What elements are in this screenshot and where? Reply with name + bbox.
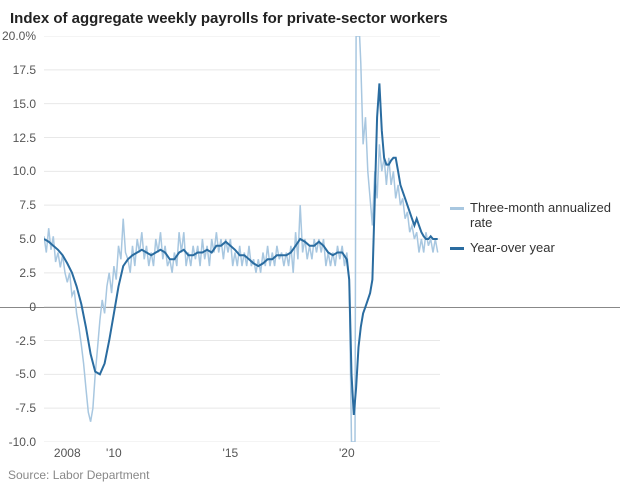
x-axis-label: 2008 [54, 446, 81, 460]
y-axis-label: 5.0 [0, 232, 36, 246]
y-axis-label: 15.0 [0, 97, 36, 111]
y-axis-label: 20.0% [0, 29, 36, 43]
y-axis-label: 10.0 [0, 164, 36, 178]
x-axis-label: '20 [339, 446, 355, 460]
legend-label: Three-month annualized rate [470, 200, 612, 230]
source-text: Source: Labor Department [8, 468, 149, 482]
y-axis-label: 17.5 [0, 63, 36, 77]
y-axis-label: 2.5 [0, 266, 36, 280]
chart-title: Index of aggregate weekly payrolls for p… [0, 0, 620, 33]
legend-swatch [450, 247, 464, 250]
legend-label: Year-over year [470, 240, 555, 255]
y-axis-label: -7.5 [0, 401, 36, 415]
y-axis-label: 7.5 [0, 198, 36, 212]
x-axis-label: '15 [223, 446, 239, 460]
legend-item: Three-month annualized rate [450, 200, 612, 230]
y-axis-label: -5.0 [0, 367, 36, 381]
y-axis-label: 0 [0, 300, 36, 314]
y-axis-label: -2.5 [0, 334, 36, 348]
legend-item: Year-over year [450, 240, 612, 255]
legend-swatch [450, 207, 464, 210]
y-axis-label: 12.5 [0, 131, 36, 145]
x-axis-label: '10 [106, 446, 122, 460]
legend: Three-month annualized rate Year-over ye… [450, 200, 612, 265]
chart-plot [44, 36, 440, 442]
y-axis-label: -10.0 [0, 435, 36, 449]
